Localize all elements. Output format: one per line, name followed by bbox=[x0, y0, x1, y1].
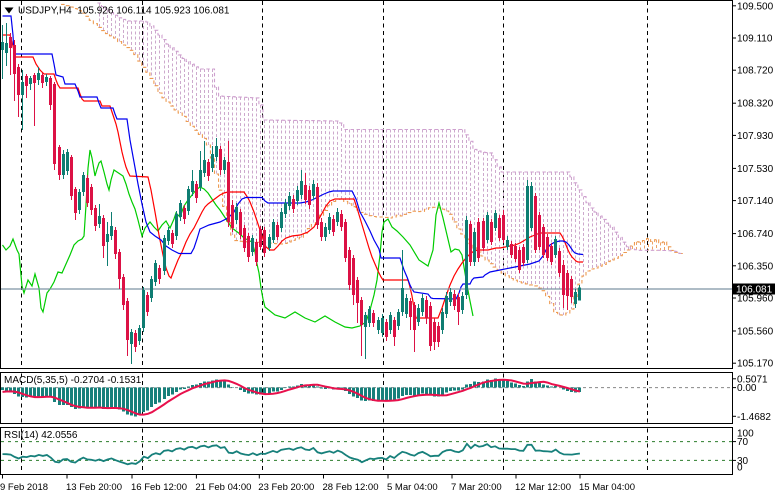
svg-text:108.720: 108.720 bbox=[737, 66, 774, 77]
svg-text:107.530: 107.530 bbox=[737, 164, 774, 175]
svg-text:28 Feb 12:00: 28 Feb 12:00 bbox=[323, 482, 379, 493]
svg-text:7 Mar 20:00: 7 Mar 20:00 bbox=[451, 482, 502, 493]
svg-text:16 Feb 12:00: 16 Feb 12:00 bbox=[131, 482, 187, 493]
svg-text:108.320: 108.320 bbox=[737, 99, 774, 110]
svg-text:106.081: 106.081 bbox=[736, 285, 773, 296]
svg-text:109.110: 109.110 bbox=[737, 34, 773, 45]
svg-text:107.930: 107.930 bbox=[737, 131, 774, 142]
svg-text:RSI(14) 42.0556: RSI(14) 42.0556 bbox=[4, 430, 78, 441]
svg-text:USDJPY,H4 105.926 106.114 105: USDJPY,H4 105.926 106.114 105.923 106.08… bbox=[18, 6, 230, 17]
svg-text:70: 70 bbox=[737, 437, 749, 448]
svg-text:9 Feb 2018: 9 Feb 2018 bbox=[0, 482, 48, 493]
svg-text:105.960: 105.960 bbox=[737, 294, 774, 305]
svg-text:30: 30 bbox=[737, 456, 749, 467]
svg-text:106.350: 106.350 bbox=[737, 261, 774, 272]
svg-text:23 Feb 20:00: 23 Feb 20:00 bbox=[258, 482, 314, 493]
svg-text:-1.4682: -1.4682 bbox=[737, 412, 771, 423]
svg-text:109.500: 109.500 bbox=[737, 1, 774, 12]
svg-text:0.5071: 0.5071 bbox=[737, 375, 768, 386]
svg-text:15 Mar 04:00: 15 Mar 04:00 bbox=[579, 482, 635, 493]
svg-text:100: 100 bbox=[737, 429, 754, 440]
svg-text:0.00: 0.00 bbox=[737, 383, 757, 394]
svg-text:105.170: 105.170 bbox=[737, 359, 774, 370]
svg-text:106.740: 106.740 bbox=[737, 229, 774, 240]
svg-text:5 Mar 04:00: 5 Mar 04:00 bbox=[387, 482, 438, 493]
svg-text:MACD(5,35,5) -0.2704 -0.1531: MACD(5,35,5) -0.2704 -0.1531 bbox=[4, 375, 142, 386]
svg-text:105.560: 105.560 bbox=[737, 327, 774, 338]
svg-text:21 Feb 04:00: 21 Feb 04:00 bbox=[195, 482, 251, 493]
svg-text:107.140: 107.140 bbox=[737, 196, 774, 207]
svg-text:13 Feb 20:00: 13 Feb 20:00 bbox=[66, 482, 122, 493]
svg-text:12 Mar 12:00: 12 Mar 12:00 bbox=[515, 482, 571, 493]
svg-text:0: 0 bbox=[737, 463, 743, 474]
